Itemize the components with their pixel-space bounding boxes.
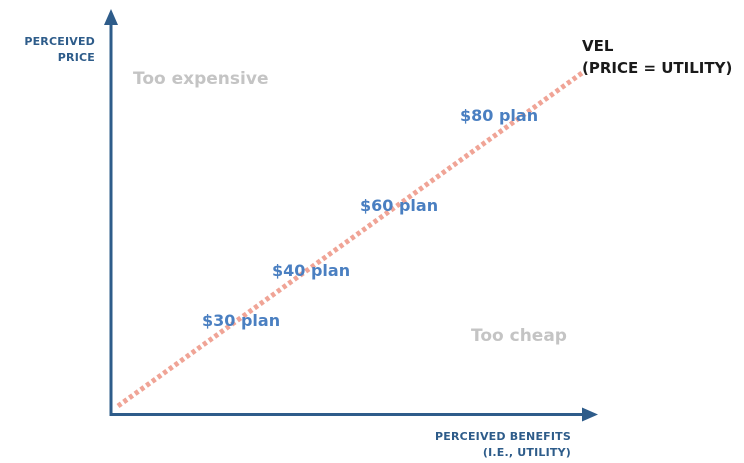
plan-label-80: $80 plan <box>460 106 538 125</box>
vel-label-line2: (PRICE = UTILITY) <box>582 59 732 77</box>
y-axis-label-line2: PRICE <box>58 51 95 64</box>
x-axis-label-line2: (I.E., UTILITY) <box>483 446 571 459</box>
x-axis-arrow-icon <box>582 407 598 422</box>
too-cheap-label: Too cheap <box>471 326 567 346</box>
y-axis <box>104 9 118 416</box>
x-axis-label-line1: PERCEIVED BENEFITS <box>435 430 571 443</box>
plan-label-40: $40 plan <box>272 261 350 280</box>
plan-label-30: $30 plan <box>202 311 280 330</box>
y-axis-arrow-icon <box>104 9 118 25</box>
plan-label-60: $60 plan <box>360 196 438 215</box>
too-expensive-label: Too expensive <box>133 69 268 89</box>
y-axis-label-line1: PERCEIVED <box>24 35 95 48</box>
x-axis <box>110 407 598 422</box>
vel-label-line1: VEL <box>582 37 614 55</box>
